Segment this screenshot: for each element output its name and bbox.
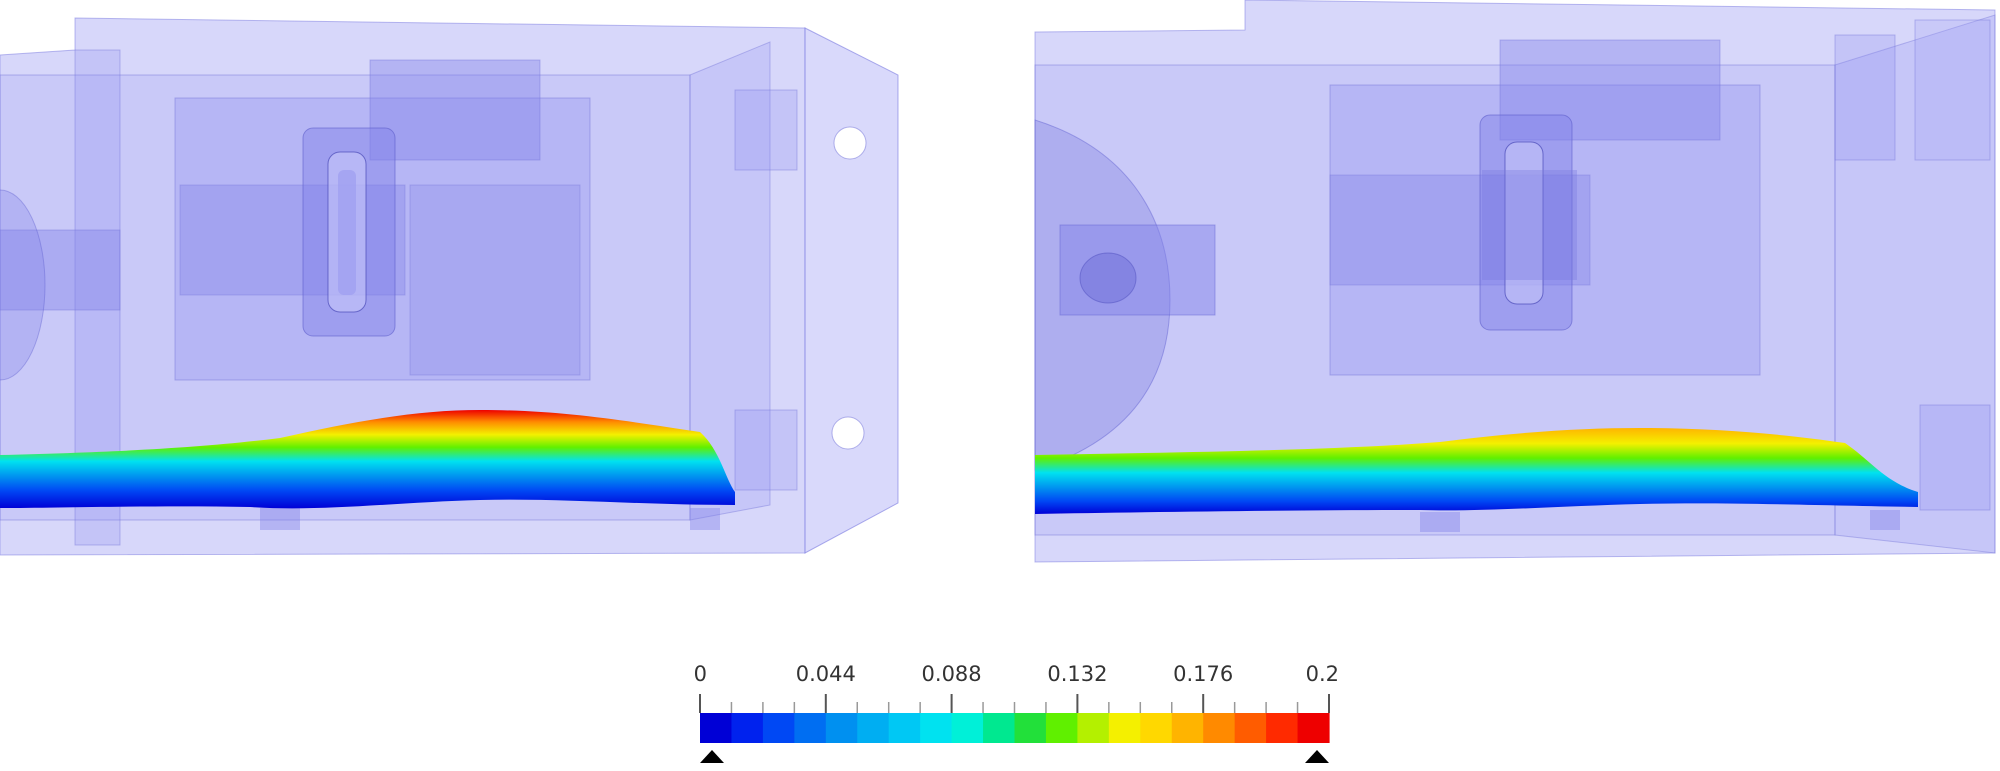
legend-bin	[794, 713, 827, 743]
legend-bin	[762, 713, 795, 743]
legend-bin	[888, 713, 921, 743]
right-contour-surface	[1035, 428, 1918, 514]
legend-tick-label: 0.044	[796, 662, 856, 686]
legend-bin	[1014, 713, 1047, 743]
legend-tick-label: 0.132	[1047, 662, 1107, 686]
legend-max-marker[interactable]	[1305, 750, 1329, 763]
legend-bin	[825, 713, 858, 743]
legend-bin	[1045, 713, 1078, 743]
left-housing	[0, 17, 899, 556]
legend-bin	[1171, 713, 1204, 743]
legend-bin	[1108, 713, 1141, 743]
legend-bin	[1266, 713, 1299, 743]
legend-tick-label: 0.22	[1306, 662, 1340, 686]
left-contour-surface	[0, 410, 735, 509]
legend-bin	[1077, 713, 1110, 743]
legend-bin	[1234, 713, 1267, 743]
legend-ticks	[699, 694, 1330, 713]
legend-tick-label: 0.176	[1173, 662, 1233, 686]
legend-bin	[857, 713, 890, 743]
legend-tick-label: 0	[694, 662, 707, 686]
legend-bin	[731, 713, 764, 743]
simulation-viewport	[0, 0, 1996, 563]
legend-tick-labels: 0 0.044 0.088 0.132 0.176 0.22	[694, 662, 1340, 686]
legend-bin	[920, 713, 953, 743]
legend-bin	[1203, 713, 1236, 743]
color-legend: 0 0.044 0.088 0.132 0.176 0.22	[694, 662, 1340, 763]
right-housing	[1034, 0, 1996, 563]
legend-min-marker[interactable]	[700, 750, 724, 763]
legend-bin	[951, 713, 984, 743]
legend-bin	[1140, 713, 1173, 743]
legend-bin	[983, 713, 1016, 743]
legend-bin	[1297, 713, 1330, 743]
legend-bin	[700, 713, 733, 743]
legend-tick-label: 0.088	[922, 662, 982, 686]
legend-color-bins	[700, 713, 1330, 743]
